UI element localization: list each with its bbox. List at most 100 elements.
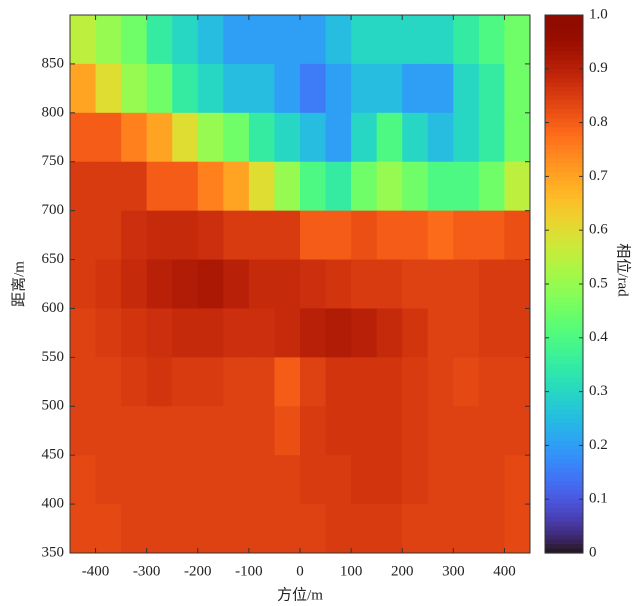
colorbar-segment <box>545 360 583 366</box>
heat-cell <box>95 308 122 358</box>
colorbar-segment <box>545 284 583 290</box>
heat-cell <box>504 406 531 456</box>
colorbar-tick-label: 0 <box>589 544 597 560</box>
colorbar-segment <box>545 153 583 160</box>
colorbar-segment <box>545 454 583 460</box>
heat-cell <box>453 161 480 212</box>
colorbar-segment <box>545 207 583 213</box>
heat-cell <box>351 63 378 114</box>
colorbar-segment <box>545 257 583 263</box>
colorbar-segment <box>545 544 583 550</box>
heat-cell <box>197 455 224 505</box>
heat-cell <box>274 308 301 358</box>
heat-cell <box>248 259 275 309</box>
heat-cell <box>351 357 378 407</box>
heat-cell <box>504 63 531 114</box>
colorbar-segment <box>545 68 583 74</box>
heat-cell <box>376 210 403 261</box>
colorbar-segment <box>545 212 583 218</box>
heat-cell <box>172 455 199 505</box>
colorbar-segment <box>545 400 583 406</box>
heat-cell <box>197 504 224 554</box>
heat-cell <box>248 161 275 212</box>
colorbar-segment <box>545 333 583 339</box>
heat-cell <box>274 504 301 554</box>
heat-cell <box>172 112 199 163</box>
heat-cell <box>300 259 327 309</box>
heat-cell <box>402 15 429 65</box>
colorbar-segment <box>545 391 583 397</box>
heat-cell <box>376 357 403 407</box>
colorbar-segment <box>545 239 583 245</box>
colorbar-segment <box>545 252 583 258</box>
colorbar-segment <box>545 23 583 30</box>
heat-cell <box>325 357 352 407</box>
colorbar-segment <box>545 328 583 334</box>
heat-cell <box>351 15 378 65</box>
heat-cell <box>427 357 454 407</box>
heat-cell <box>70 210 97 261</box>
heat-cell <box>70 504 97 554</box>
heat-cell <box>172 259 199 309</box>
y-tick-label: 750 <box>42 153 65 169</box>
heat-cell <box>223 161 250 212</box>
heat-cell <box>95 455 122 505</box>
heat-cell <box>274 259 301 309</box>
heat-cell <box>376 259 403 309</box>
heat-cell <box>197 15 224 65</box>
heat-cell <box>121 210 148 261</box>
heat-cell <box>300 504 327 554</box>
heat-cell <box>325 308 352 358</box>
colorbar-segment <box>545 176 583 182</box>
x-tick-label: 300 <box>442 563 465 579</box>
heat-cell <box>453 357 480 407</box>
y-tick-label: 650 <box>42 251 65 267</box>
heat-cell <box>95 15 122 65</box>
colorbar-segment <box>545 167 583 173</box>
heat-cell <box>121 455 148 505</box>
colorbar-segment <box>545 77 583 83</box>
heat-cell <box>300 406 327 456</box>
colorbar-segment <box>545 41 583 47</box>
heat-cell <box>223 357 250 407</box>
colorbar-tick-label: 0.4 <box>589 329 608 345</box>
heat-cell <box>274 15 301 65</box>
heat-cell <box>274 357 301 407</box>
colorbar-segment <box>545 521 583 527</box>
heat-cell <box>146 308 173 358</box>
colorbar-segment <box>545 508 583 514</box>
heat-cell <box>351 308 378 358</box>
colorbar-segment <box>545 346 583 352</box>
heat-cell <box>172 161 199 212</box>
colorbar-segment <box>545 198 583 204</box>
colorbar-segment <box>545 369 583 375</box>
heat-cell <box>402 112 429 163</box>
heat-cell <box>351 406 378 456</box>
heat-cell <box>172 63 199 114</box>
colorbar-segment <box>545 46 583 52</box>
heat-cell <box>248 210 275 261</box>
heat-cell <box>300 308 327 358</box>
heat-cell <box>427 112 454 163</box>
colorbar-segment <box>545 127 583 133</box>
heat-cell <box>70 455 97 505</box>
heat-cell <box>376 161 403 212</box>
colorbar-segment <box>545 409 583 415</box>
heat-cell <box>453 504 480 554</box>
colorbar-segment <box>545 467 583 473</box>
heat-cell <box>402 259 429 309</box>
colorbar-segment <box>545 530 583 536</box>
heat-cell <box>300 210 327 261</box>
colorbar-segment <box>545 171 583 177</box>
colorbar-segment <box>545 512 583 518</box>
y-tick-label: 400 <box>42 496 65 512</box>
colorbar-segment <box>545 481 583 487</box>
heat-cell <box>504 504 531 554</box>
heat-cell <box>95 210 122 261</box>
colorbar-segment <box>545 113 583 119</box>
heat-cell <box>274 406 301 456</box>
heat-cell <box>146 210 173 261</box>
colorbar-segment <box>545 216 583 222</box>
colorbar-segment <box>545 243 583 249</box>
colorbar-segment <box>545 292 583 299</box>
